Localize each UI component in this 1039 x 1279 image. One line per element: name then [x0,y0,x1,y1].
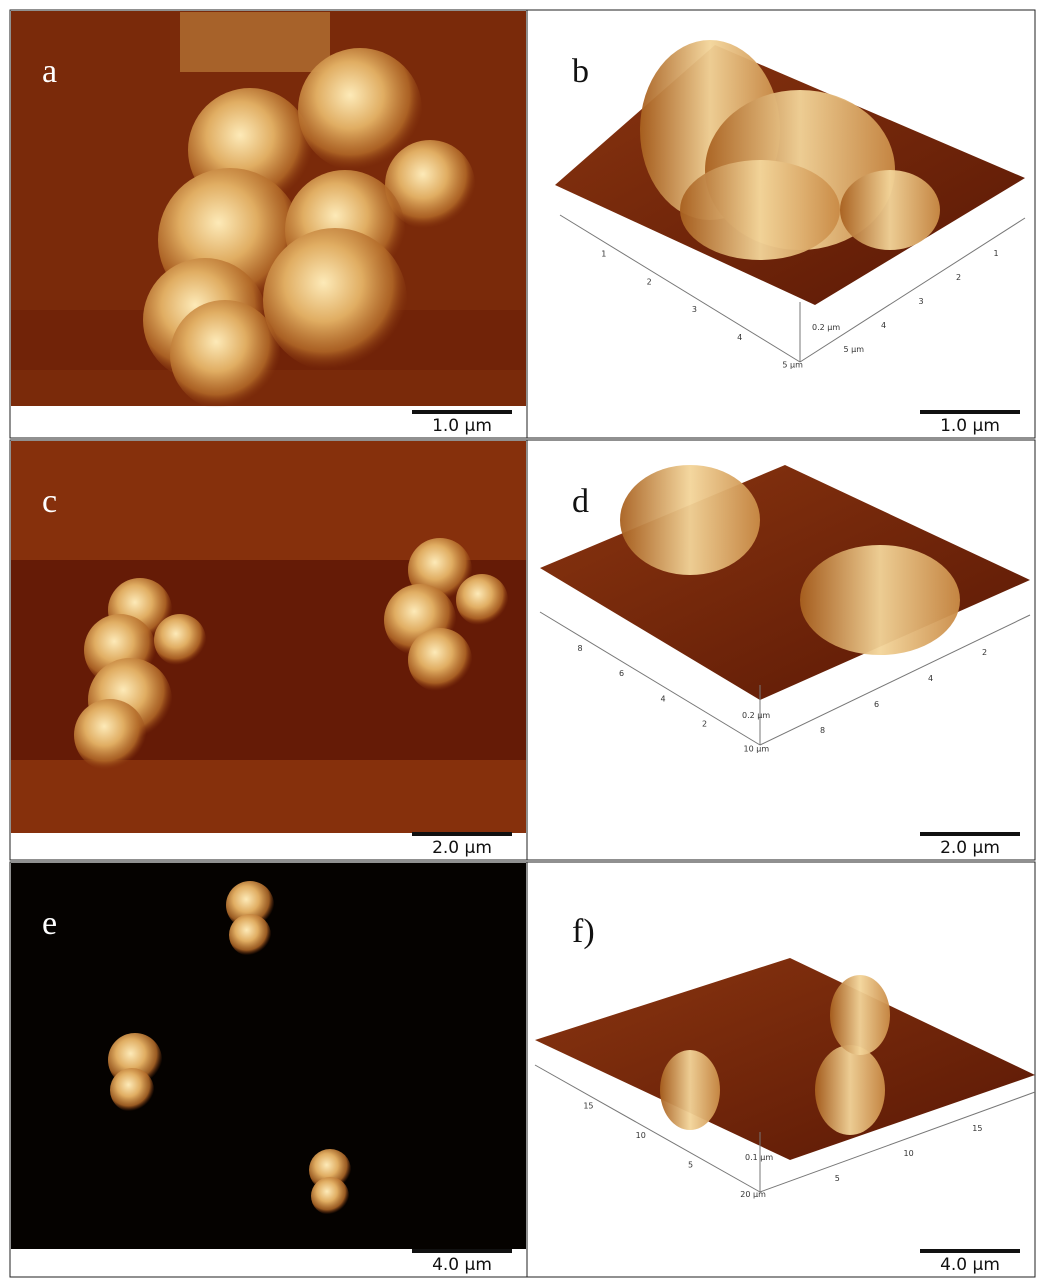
scale-bar [412,832,512,836]
particle-3d [680,160,840,260]
scale-bar-label: 2.0 µm [940,838,1000,858]
particle-3d [800,545,960,655]
panel-label: c [42,483,57,520]
scale-bar [412,1249,512,1253]
axis-label: 10 µm [744,744,770,753]
scale-bar-label: 1.0 µm [432,416,492,436]
panel-label: d [572,483,589,520]
axis-label: 5 [835,1174,840,1183]
scale-bar [920,832,1020,836]
particle [110,1068,154,1112]
axis-label: 1 [601,250,606,259]
axis-label: 8 [820,726,825,735]
scale-bar-label: 2.0 µm [432,838,492,858]
particle [263,228,407,372]
particle [229,914,271,956]
scale-bar-label: 4.0 µm [940,1255,1000,1275]
axis-label: 0.2 µm [812,323,840,332]
axis-label: 5 [688,1161,693,1170]
scale-bar [412,410,512,414]
axis-label: 0.2 µm [742,711,770,720]
particle-3d [840,170,940,250]
particle [154,614,206,666]
particle [408,628,472,692]
axis-label: 4 [737,333,742,342]
particle-3d [815,1045,885,1135]
particle [311,1177,349,1215]
particle-3d [830,975,890,1055]
scale-bar [920,1249,1020,1253]
axis-label: 20 µm [740,1190,766,1199]
particle [456,574,508,626]
afm-image [11,863,526,1249]
axis-label: 2 [702,719,707,728]
figure: a 1.0 µm 1 2 3 4 5 µm 1 2 3 4 5 µm 0.2 µm b 1.0 µm c 2.0… [0,0,1039,1279]
axis-label: 2 [956,273,961,282]
axis-label: 15 [583,1102,593,1111]
particle-3d [620,465,760,575]
axis-label: 3 [692,305,697,314]
axis-label: 2 [647,277,652,286]
axis-label: 3 [919,297,924,306]
axis-label: 0.1 µm [745,1153,773,1162]
axis-label: 2 [982,648,987,657]
panel-label: e [42,905,57,942]
axis-label: 5 µm [782,361,803,370]
axis-label: 1 [994,249,999,258]
axis-label: 10 [904,1149,914,1158]
axis-label: 4 [928,674,933,683]
scale-bar [920,410,1020,414]
panel-label: b [572,53,589,90]
panel-label: f) [572,913,595,950]
afm-debris [180,12,330,72]
axis-label: 4 [661,694,666,703]
particle-3d [660,1050,720,1130]
axis-label: 5 µm [844,345,865,354]
particle [170,300,280,410]
particle [74,699,146,771]
axis-label: 15 [972,1124,982,1133]
axis-label: 6 [619,669,624,678]
scale-bar-label: 1.0 µm [940,416,1000,436]
scale-bar-label: 4.0 µm [432,1255,492,1275]
axis-label: 10 [636,1131,646,1140]
axis-label: 4 [881,321,886,330]
panel-label: a [42,53,57,90]
axis-label: 8 [578,644,583,653]
axis-label: 6 [874,700,879,709]
